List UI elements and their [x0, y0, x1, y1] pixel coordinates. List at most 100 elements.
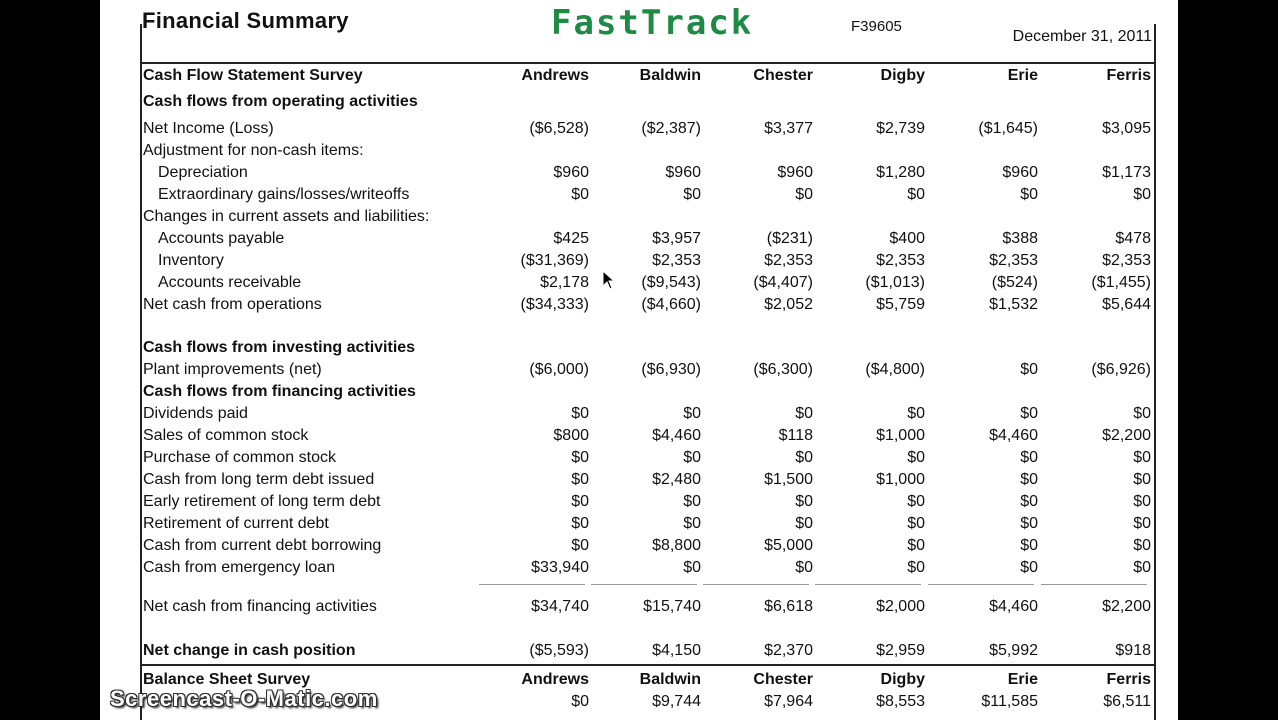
- column-header-erie: Erie: [1007, 671, 1038, 688]
- cell-digby: $2,959: [876, 642, 925, 659]
- row-label: Net cash from financing activities: [143, 598, 377, 615]
- row-label: Net change in cash position: [143, 642, 356, 659]
- cell-erie: $2,353: [989, 252, 1038, 269]
- cell-erie: $0: [1020, 515, 1038, 532]
- cell-digby: $0: [907, 186, 925, 203]
- cell-chester: $118: [778, 427, 813, 444]
- cell-digby: $1,000: [876, 427, 925, 444]
- cell-baldwin: $15,740: [643, 598, 701, 615]
- cell-erie: $0: [1020, 405, 1038, 422]
- cell-baldwin: $0: [683, 186, 701, 203]
- cell-ferris: $0: [1133, 493, 1151, 510]
- column-header-andrews: Andrews: [521, 67, 589, 84]
- cell-baldwin: $3,957: [652, 230, 701, 247]
- column-header-baldwin: Baldwin: [639, 67, 701, 84]
- cell-chester: $1,500: [764, 471, 813, 488]
- cell-digby: $0: [907, 449, 925, 466]
- row-label: Cash Flow Statement Survey: [143, 67, 363, 84]
- row-label: Sales of common stock: [143, 427, 309, 444]
- report-title: Financial Summary: [142, 8, 349, 33]
- cell-andrews: $0: [571, 186, 589, 203]
- screencast-watermark: Screencast-O-Matic.com: [110, 686, 378, 711]
- cell-ferris: $0: [1133, 471, 1151, 488]
- row-label: Accounts receivable: [158, 274, 302, 291]
- table-left-border: [140, 24, 142, 720]
- row-label: Cash from current debt borrowing: [143, 537, 382, 554]
- cell-chester: $0: [795, 186, 813, 203]
- row-label: Extraordinary gains/losses/writeoffs: [158, 186, 410, 203]
- cell-baldwin: $0: [683, 405, 701, 422]
- cell-digby: $400: [889, 230, 925, 247]
- cell-digby: $2,353: [876, 252, 925, 269]
- table-right-border: [1154, 24, 1156, 720]
- row-label: Cash from long term debt issued: [143, 471, 375, 488]
- subtotal-rule: [815, 584, 921, 585]
- cell-baldwin: $960: [665, 164, 701, 181]
- row-label: Cash flows from investing activities: [143, 339, 416, 356]
- cell-erie: $0: [1020, 559, 1038, 576]
- cell-chester: $5,000: [764, 537, 813, 554]
- row-label: Cash flows from financing activities: [143, 383, 416, 400]
- cell-andrews: $0: [571, 405, 589, 422]
- cell-digby: $0: [907, 537, 925, 554]
- cell-digby: $0: [907, 559, 925, 576]
- cell-chester: $0: [795, 405, 813, 422]
- row-label: Early retirement of long term debt: [143, 493, 381, 510]
- row-label: Cash flows from operating activities: [143, 93, 418, 110]
- cell-andrews: $0: [571, 537, 589, 554]
- subtotal-rule: [928, 584, 1034, 585]
- cell-ferris: $3,095: [1102, 120, 1151, 137]
- cell-erie: $4,460: [989, 427, 1038, 444]
- cell-baldwin: $0: [683, 559, 701, 576]
- cell-chester: $0: [795, 449, 813, 466]
- cell-chester: $960: [777, 164, 813, 181]
- row-label: Accounts payable: [158, 230, 285, 247]
- cell-andrews: ($5,593): [529, 642, 589, 659]
- cell-ferris: $2,200: [1102, 598, 1151, 615]
- cell-andrews: $0: [571, 693, 589, 710]
- cell-digby: $2,000: [876, 598, 925, 615]
- cell-ferris: ($1,455): [1091, 274, 1151, 291]
- cell-erie: ($524): [991, 274, 1038, 291]
- cell-baldwin: $0: [683, 515, 701, 532]
- cell-andrews: $425: [553, 230, 589, 247]
- cell-digby: $1,280: [876, 164, 925, 181]
- cell-erie: $5,992: [989, 642, 1038, 659]
- cell-chester: $0: [795, 559, 813, 576]
- cell-erie: $0: [1020, 471, 1038, 488]
- balance-sheet-divider: [140, 664, 1156, 666]
- cell-digby: $0: [907, 493, 925, 510]
- cell-andrews: $0: [571, 471, 589, 488]
- cell-ferris: $6,511: [1103, 693, 1151, 710]
- cell-erie: $0: [1020, 186, 1038, 203]
- column-header-ferris: Ferris: [1106, 671, 1151, 688]
- cell-chester: $3,377: [764, 120, 813, 137]
- cell-baldwin: $4,150: [652, 642, 701, 659]
- cell-baldwin: $8,800: [652, 537, 701, 554]
- row-label: Depreciation: [158, 164, 248, 181]
- cell-erie: $0: [1020, 493, 1038, 510]
- column-header-ferris: Ferris: [1106, 67, 1151, 84]
- cell-ferris: $0: [1133, 405, 1151, 422]
- cell-digby: $5,759: [876, 296, 925, 313]
- financial-summary-report: Financial Summary FastTrack F39605 Decem…: [140, 0, 1156, 720]
- cell-ferris: $0: [1133, 515, 1151, 532]
- row-label: Inventory: [158, 252, 224, 269]
- fasttrack-logo: FastTrack: [551, 3, 754, 43]
- cell-ferris: $5,644: [1102, 296, 1151, 313]
- row-label: Dividends paid: [143, 405, 248, 422]
- cell-digby: ($1,013): [865, 274, 925, 291]
- row-label: Adjustment for non-cash items:: [143, 142, 364, 159]
- cell-chester: $7,964: [764, 693, 813, 710]
- cell-baldwin: $2,353: [652, 252, 701, 269]
- cell-chester: $0: [795, 515, 813, 532]
- cell-ferris: $0: [1133, 449, 1151, 466]
- cell-andrews: $960: [553, 164, 589, 181]
- cell-ferris: $918: [1115, 642, 1151, 659]
- cell-erie: $0: [1020, 449, 1038, 466]
- cell-baldwin: $9,744: [652, 693, 701, 710]
- column-header-chester: Chester: [753, 671, 813, 688]
- cell-andrews: ($6,528): [529, 120, 589, 137]
- cell-digby: $1,000: [876, 471, 925, 488]
- cell-ferris: $2,200: [1102, 427, 1151, 444]
